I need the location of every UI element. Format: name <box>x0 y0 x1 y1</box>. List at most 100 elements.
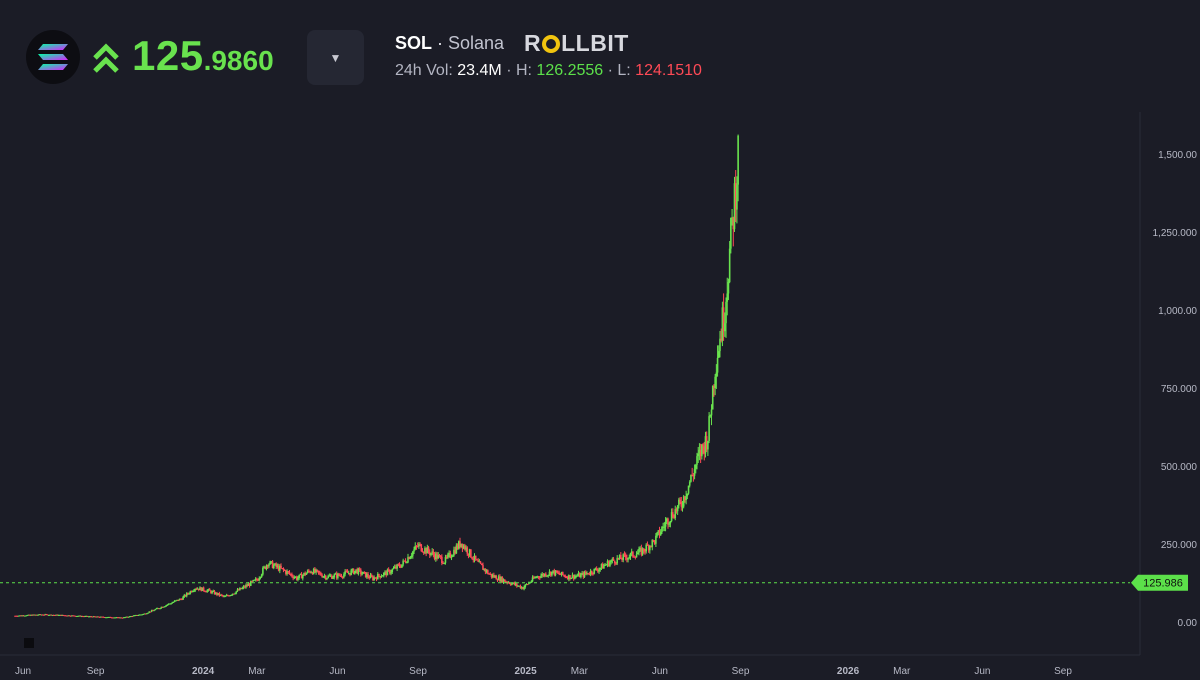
candle-body <box>715 372 718 377</box>
candle-body <box>438 555 441 557</box>
candle-body <box>251 581 253 583</box>
candle-body <box>167 603 170 605</box>
candle-body <box>675 509 678 512</box>
x-tick-label: Mar <box>248 666 266 677</box>
candle-body <box>535 577 537 579</box>
market-dropdown-button[interactable]: ▼ <box>307 30 364 85</box>
rollbit-logo: R LLBIT <box>524 30 629 57</box>
candle-body <box>115 617 118 619</box>
candle-body <box>716 357 719 373</box>
candle-body <box>338 573 340 576</box>
candle-body <box>501 577 504 583</box>
candle-body <box>509 583 512 585</box>
candle-body <box>208 589 211 591</box>
candle-body <box>649 545 651 551</box>
candle-body <box>323 575 326 577</box>
candle-body <box>568 575 570 580</box>
candle-body <box>693 468 696 476</box>
candle-body <box>705 436 708 450</box>
candle-body <box>503 579 506 582</box>
candle-body <box>175 600 177 602</box>
candle-body <box>189 591 192 594</box>
candle-body <box>248 583 251 586</box>
candle-body <box>201 587 204 592</box>
candle-body <box>623 554 626 556</box>
candle-body <box>472 559 475 561</box>
candle-body <box>404 560 407 563</box>
candle-body <box>620 555 622 560</box>
candle-body <box>200 587 203 592</box>
candle-body <box>497 576 500 581</box>
ticker-header: 125.9860 ▼ SOL · Solana R LLBIT 24h Vol: … <box>0 0 1200 112</box>
candle-body <box>38 614 40 616</box>
candle-body <box>358 568 361 570</box>
candle-body <box>678 499 680 506</box>
candle-body <box>289 573 292 575</box>
candle-body <box>448 552 450 555</box>
y-tick-label: 1,250.000 <box>1153 228 1198 239</box>
candle-body <box>586 573 588 575</box>
candle-body <box>369 575 372 579</box>
candle-body <box>632 551 634 557</box>
candle-body <box>143 613 146 615</box>
candle-body <box>528 582 530 585</box>
candle-body <box>662 526 664 528</box>
candle-body <box>697 453 700 457</box>
candle-body <box>691 474 693 476</box>
candle-body <box>397 564 400 566</box>
candle-body <box>471 557 473 560</box>
candle-body <box>97 616 100 618</box>
candle-body <box>616 557 618 564</box>
candle-body <box>334 573 337 575</box>
candle-body <box>584 572 587 574</box>
candle-body <box>451 555 454 557</box>
candle-body <box>658 530 661 536</box>
candle-body <box>43 614 45 616</box>
chart-settings-square[interactable] <box>24 638 34 648</box>
candle-body <box>103 617 106 619</box>
candle-body <box>674 509 677 519</box>
candle-body <box>137 615 140 617</box>
candle-body <box>714 376 716 389</box>
candle-body <box>493 574 495 578</box>
candle-body <box>187 593 189 595</box>
candle-body <box>531 577 534 582</box>
candle-body <box>640 548 643 555</box>
x-tick-label: Jun <box>652 666 668 677</box>
candle-body <box>224 596 227 598</box>
candle-body <box>96 616 99 618</box>
candle-body <box>160 606 163 609</box>
candle-body <box>291 574 293 577</box>
candle-body <box>425 548 427 554</box>
candle-body <box>52 614 55 616</box>
candle-body <box>482 565 484 570</box>
candle-body <box>435 553 437 560</box>
x-tick-label: Jun <box>15 666 31 677</box>
candle-body <box>403 560 406 562</box>
candle-body <box>526 584 529 586</box>
candle-body <box>32 614 34 616</box>
candle-body <box>505 581 507 583</box>
candle-body <box>16 615 19 617</box>
candle-body <box>100 616 102 618</box>
candle-body <box>266 565 269 567</box>
candle-body <box>372 576 374 580</box>
candle-body <box>333 574 336 578</box>
candle-body <box>731 217 733 219</box>
candle-body <box>431 551 433 554</box>
candle-body <box>551 571 553 576</box>
candle-body <box>69 615 72 617</box>
candle-body <box>520 587 523 589</box>
candle-body <box>698 449 701 454</box>
candle-body <box>44 614 47 616</box>
candle-body <box>332 577 334 579</box>
candle-body <box>120 617 123 619</box>
candle-body <box>179 598 182 600</box>
candle-body <box>726 293 729 302</box>
candle-body <box>558 572 560 575</box>
candle-body <box>112 617 114 619</box>
candle-body <box>54 614 56 616</box>
candle-body <box>419 544 421 546</box>
candle-body <box>513 582 516 585</box>
